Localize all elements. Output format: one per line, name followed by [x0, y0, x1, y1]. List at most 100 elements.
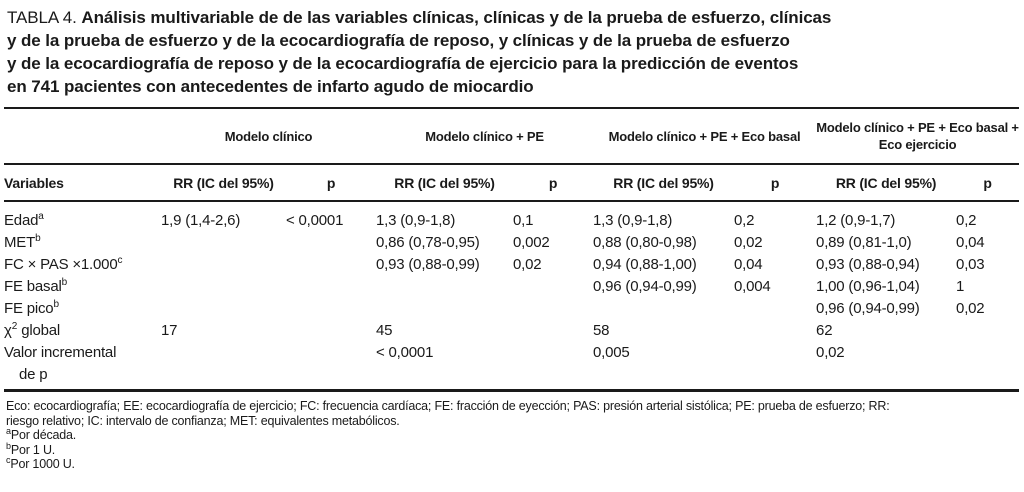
row-label: METb: [4, 232, 161, 254]
cell-rr: [161, 298, 286, 320]
cell-rr: 0,94 (0,88-1,00): [593, 256, 697, 273]
title-line: y de la prueba de esfuerzo y de la ecoca…: [7, 29, 1018, 52]
cell-p: [513, 276, 593, 298]
cell-rr: 0,93 (0,88-0,99): [376, 256, 480, 273]
footnotes: Eco: ecocardiografía; EE: ecocardiografí…: [6, 399, 1018, 472]
row-label-superscript: c: [117, 255, 123, 266]
table-row-fc-pas: FC × PAS ×1.000c 0,93 (0,88-0,99) 0,02 0…: [4, 254, 1019, 276]
row-label: χ2 global: [4, 320, 161, 342]
cell-p: [286, 320, 376, 342]
table-row-met: METb 0,86 (0,78-0,95) 0,002 0,88 (0,80-0…: [4, 232, 1019, 254]
cell-rr: 1,3 (0,9-1,8): [376, 212, 456, 229]
cell-p: [286, 342, 376, 391]
cell-rr: [161, 342, 286, 391]
group-header-modelo-clinico-pe-eco-basal: Modelo clínico + PE + Eco basal: [593, 108, 817, 165]
cell-p: [513, 320, 593, 342]
column-header-p: p: [513, 164, 594, 202]
footnote-marker: b: [6, 440, 11, 451]
footnote-a: aPor década.: [6, 427, 1018, 443]
row-label-superscript: b: [35, 233, 41, 244]
cell-p: 0,2: [956, 212, 977, 229]
cell-p: 0,002: [513, 234, 550, 251]
cell-p: [286, 254, 376, 276]
table-row-valor-incremental: Valor incremental de p < 0,0001 0,005 0,0…: [4, 342, 1019, 391]
title-text: y de la prueba de esfuerzo y de la ecoca…: [7, 31, 790, 50]
cell-rr: 0,96 (0,94-0,99): [593, 278, 697, 295]
footnote-b: bPor 1 U.: [6, 440, 1018, 458]
cell-rr: 0,88 (0,80-0,98): [593, 234, 697, 251]
footnote-text: Por 1000 U.: [10, 457, 75, 472]
row-label-text: FE pico: [4, 300, 54, 317]
row-label-text: MET: [4, 234, 36, 251]
table-row-fe-pico: FE picob 0,96 (0,94-0,99) 0,02: [4, 298, 1019, 320]
column-header-rr: RR (IC del 95%): [816, 164, 957, 202]
cell-p: [513, 298, 593, 320]
cell-p: < 0,0001: [286, 212, 344, 229]
table-row-fe-basal: FE basalb 0,96 (0,94-0,99) 0,004 1,00 (0…: [4, 276, 1019, 298]
cell-rr: [161, 254, 286, 276]
row-label: FC × PAS ×1.000c: [4, 254, 161, 276]
table-row-edad: Edada 1,9 (1,4-2,6) < 0,0001 1,3 (0,9-1,…: [4, 201, 1019, 232]
footnote-text: Por década.: [10, 428, 77, 443]
cell-p: [734, 342, 816, 391]
cell-rr: 17: [161, 322, 178, 339]
column-header-rr: RR (IC del 95%): [161, 164, 286, 202]
table-title: TABLA 4. Análisis multivariable de de la…: [0, 0, 1024, 98]
cell-rr: [161, 276, 286, 298]
group-header-text: Modelo clínico: [224, 128, 313, 144]
cell-rr: [161, 232, 286, 254]
row-label: FE basalb: [4, 276, 161, 298]
cell-p: 0,004: [734, 278, 771, 295]
column-header-row: Variables RR (IC del 95%) p RR (IC del 9…: [4, 164, 1020, 202]
column-header-p: p: [286, 164, 377, 202]
column-header-variables: Variables: [4, 164, 161, 202]
footnote-marker: c: [6, 455, 11, 466]
group-header-text: Modelo clínico + PE: [425, 128, 544, 144]
cell-p: 0,1: [513, 212, 534, 229]
cell-rr: 62: [816, 322, 833, 339]
row-label: FE picob: [4, 298, 161, 320]
group-header-text: Modelo clínico + PE + Eco basal +: [816, 120, 1019, 135]
row-label-text: Valor incremental: [4, 344, 117, 361]
title-text: y de la ecocardiografía de reposo y de l…: [7, 54, 799, 73]
cell-p: 0,04: [734, 256, 763, 273]
abbreviations-line: Eco: ecocardiografía; EE: ecocardiografí…: [6, 399, 890, 413]
abbreviations-note: Eco: ecocardiografía; EE: ecocardiografí…: [6, 399, 1018, 428]
row-label-second-line: de p: [19, 366, 48, 383]
cell-p: 0,02: [513, 256, 542, 273]
cell-rr: < 0,0001: [376, 344, 434, 361]
cell-rr: 45: [376, 322, 393, 339]
footnote-c: cPor 1000 U.: [6, 455, 1018, 472]
row-label-text: χ: [4, 322, 12, 339]
cell-rr: 0,005: [593, 344, 630, 361]
row-label-text: FC × PAS ×1.000: [4, 256, 118, 273]
cell-rr: [376, 276, 513, 298]
column-header-p: p: [734, 164, 817, 202]
group-header-modelo-clinico-pe-eco-basal-eco-ejercicio: Modelo clínico + PE + Eco basal + Eco eje…: [816, 108, 1020, 165]
cell-p: [956, 342, 1019, 391]
title-text: en 741 pacientes con antecedentes de inf…: [7, 77, 534, 96]
cell-rr: 0,93 (0,88-0,94): [816, 256, 920, 273]
cell-rr: [376, 298, 513, 320]
cell-p: [286, 232, 376, 254]
cell-p: [286, 298, 376, 320]
cell-p: 1: [956, 278, 965, 295]
cell-rr: [593, 298, 734, 320]
cell-rr: 0,89 (0,81-1,0): [816, 234, 912, 251]
title-text: Análisis multivariable de de las variabl…: [81, 8, 832, 27]
cell-p: [513, 342, 593, 391]
cell-p: 0,04: [956, 234, 985, 251]
row-label-text: FE basal: [4, 278, 62, 295]
cell-p: [956, 320, 1019, 342]
row-label: Edada: [4, 201, 161, 232]
cell-rr: 58: [593, 322, 610, 339]
empty-corner-cell: [4, 108, 161, 165]
row-label-superscript: 2: [11, 321, 18, 332]
column-header-p: p: [956, 164, 1020, 202]
footnote-text: Por 1 U.: [10, 442, 56, 457]
table-row-chi2-global: χ2 global 17 45 58 62: [4, 320, 1019, 342]
column-header-rr: RR (IC del 95%): [376, 164, 514, 202]
group-header-modelo-clinico: Modelo clínico: [161, 108, 377, 165]
cell-p: [734, 320, 816, 342]
cell-p: 0,02: [956, 300, 985, 317]
